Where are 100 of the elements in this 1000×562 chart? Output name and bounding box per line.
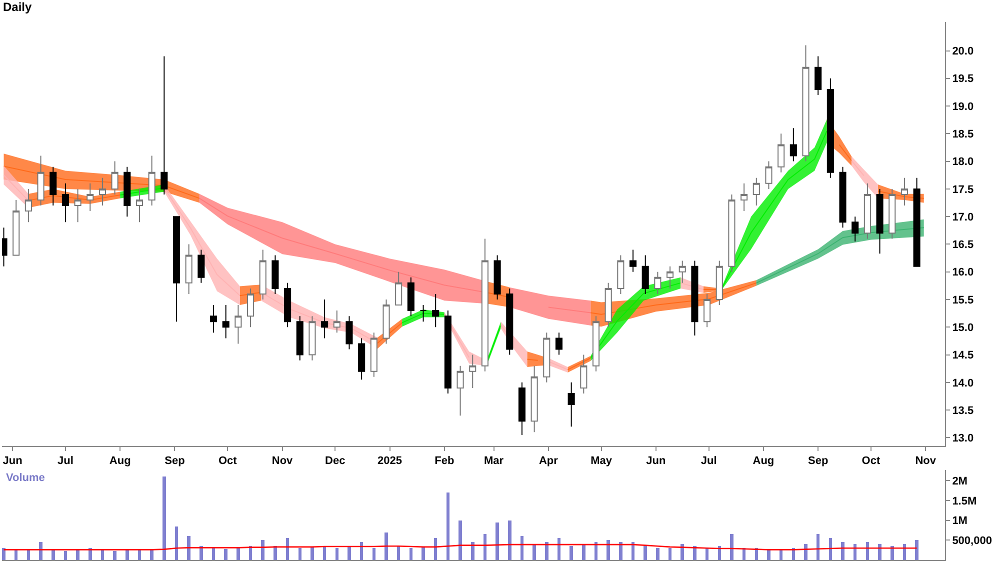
candlestick xyxy=(210,304,218,334)
y-tick-label: 500,000 xyxy=(952,535,992,548)
candlestick xyxy=(826,78,834,178)
bar xyxy=(730,534,734,560)
bar xyxy=(335,548,339,560)
x-tick-label: Sep xyxy=(164,455,186,468)
bar xyxy=(162,476,166,560)
candlestick xyxy=(333,310,340,334)
candlestick xyxy=(617,254,624,294)
x-tick-label: Mar xyxy=(484,455,504,468)
x-tick-label: Jul xyxy=(700,455,717,468)
candlestick xyxy=(568,382,575,428)
x-tick-label: Sep xyxy=(808,455,828,468)
candlestick xyxy=(580,354,588,394)
candlestick xyxy=(272,254,279,294)
bar xyxy=(187,536,190,560)
candlestick xyxy=(198,249,205,284)
candlestick xyxy=(395,271,402,306)
y-tick-label: 18.0 xyxy=(952,156,974,168)
candlestick xyxy=(740,182,748,212)
bar xyxy=(619,542,622,560)
candlestick xyxy=(765,160,772,190)
candlestick xyxy=(678,260,686,284)
candlestick xyxy=(654,271,662,294)
x-tick-label: Nov xyxy=(915,455,937,468)
candlestick xyxy=(752,177,760,206)
candlestick xyxy=(148,155,156,206)
x-tick-label: Dec xyxy=(325,455,346,468)
candlestick xyxy=(778,133,785,173)
x-tick-label: 2025 xyxy=(378,455,402,468)
y-tick-label: 16.5 xyxy=(952,239,974,252)
candlestick xyxy=(629,249,637,272)
candlestick xyxy=(62,182,69,223)
candlestick xyxy=(900,177,908,206)
y-tick-label: 17.5 xyxy=(952,184,974,196)
bar xyxy=(767,550,770,560)
candlestick xyxy=(913,177,920,267)
candlestick xyxy=(432,293,440,328)
bar xyxy=(458,520,462,560)
bar xyxy=(841,542,844,560)
y-tick-label: 15.5 xyxy=(952,294,974,306)
y-tick-label: 16.0 xyxy=(952,266,974,279)
x-tick-label: Jun xyxy=(646,455,666,468)
bar xyxy=(496,522,499,560)
candlestick xyxy=(247,288,254,328)
x-tick-label: May xyxy=(590,455,613,468)
candlestick xyxy=(494,254,501,300)
bar xyxy=(64,550,68,560)
y-tick-label: 14.5 xyxy=(952,350,974,362)
bar xyxy=(51,550,55,560)
bar xyxy=(582,544,586,560)
candlestick xyxy=(469,354,476,388)
y-tick-label: 13.0 xyxy=(952,432,974,445)
candlestick xyxy=(790,128,797,162)
y-tick-label: 18.5 xyxy=(952,128,974,141)
x-tick-label: Nov xyxy=(272,455,294,468)
bar xyxy=(261,540,264,560)
candlestick xyxy=(704,293,711,328)
bar xyxy=(372,548,376,560)
candlestick xyxy=(530,365,538,433)
candlestick xyxy=(691,260,698,336)
candlestick xyxy=(124,166,131,218)
bar xyxy=(656,548,660,560)
bar xyxy=(224,548,228,560)
x-tick-label: Oct xyxy=(862,455,880,468)
candlestick xyxy=(876,188,884,254)
candlestick xyxy=(74,188,82,223)
bar xyxy=(274,546,277,560)
bar xyxy=(310,547,314,560)
bar xyxy=(236,548,240,560)
y-tick-label: 1M xyxy=(952,515,968,528)
y-tick-label: 17.0 xyxy=(952,211,974,224)
x-tick-label: Jun xyxy=(2,455,23,468)
candlestick xyxy=(814,56,822,96)
candlestick xyxy=(259,249,266,300)
candlestick xyxy=(346,316,353,350)
candlestick xyxy=(37,155,44,206)
x-tick-label: Aug xyxy=(752,455,774,468)
bar xyxy=(508,520,512,560)
bar xyxy=(113,550,116,560)
candlestick xyxy=(642,254,649,294)
candlestick xyxy=(543,332,550,383)
bar xyxy=(644,546,647,560)
bar xyxy=(668,548,672,560)
candlestick xyxy=(370,332,378,378)
candlestick xyxy=(321,299,328,339)
candlestick xyxy=(308,316,316,361)
bar xyxy=(298,548,302,560)
x-tick-label: Feb xyxy=(434,455,454,468)
candlestick xyxy=(456,365,464,416)
bar xyxy=(470,542,474,560)
bar xyxy=(606,540,610,560)
candlestick xyxy=(284,282,292,328)
candlestick xyxy=(86,182,94,212)
bar xyxy=(150,550,154,560)
bar xyxy=(545,542,548,560)
bar xyxy=(878,544,882,560)
candlestick xyxy=(111,160,118,195)
candlestick xyxy=(185,244,192,294)
y-tick-label: 20.0 xyxy=(952,46,974,58)
